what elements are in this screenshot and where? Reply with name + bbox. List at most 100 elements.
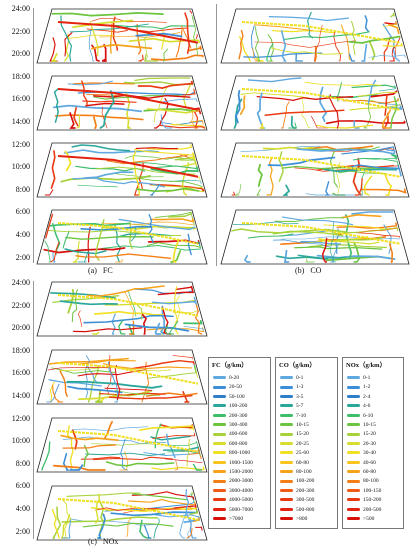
road-segment: [300, 240, 342, 245]
road-segment: [257, 163, 263, 187]
panel-fc: 24:00 22:00 20:00 18:00 16:00 14:00 12:00 10:00…: [0, 0, 210, 275]
road-segment: [386, 149, 396, 152]
road-segment: [136, 304, 143, 320]
road-segment: [351, 20, 357, 56]
legend-label: 25-60: [296, 450, 309, 457]
road-segment: [158, 124, 206, 130]
road-segment: [145, 392, 198, 397]
road-segment: [325, 181, 330, 196]
road-segment: [44, 189, 54, 196]
road-segment: [45, 213, 54, 239]
road-segment: [137, 80, 194, 89]
road-segment: [90, 506, 197, 513]
time-tick: 18:00: [11, 71, 30, 81]
map-frame: [36, 281, 208, 337]
road-segment: [78, 360, 136, 365]
road-segment: [115, 232, 172, 238]
road-segment: [114, 364, 121, 400]
road-segment: [149, 217, 195, 223]
road-segment: [390, 37, 401, 62]
road-segment: [183, 319, 203, 325]
road-segment: [100, 245, 202, 251]
road-segment: [59, 367, 172, 372]
road-map: [36, 281, 208, 337]
road-segment: [82, 522, 174, 528]
road-segment: [50, 241, 60, 263]
arterial-road: [57, 21, 199, 44]
road-segment: [281, 101, 290, 129]
road-segment: [106, 355, 112, 394]
road-segment: [314, 24, 323, 62]
road-segment: [352, 158, 399, 166]
road-segment: [266, 43, 274, 62]
road-segment: [51, 367, 115, 374]
road-segment: [297, 254, 347, 259]
road-segment: [368, 40, 376, 61]
time-tick: 14:00: [11, 117, 30, 126]
time-tick: 22:00: [11, 300, 30, 310]
road-segment: [390, 96, 398, 129]
legend-swatch: [280, 413, 293, 417]
road-segment: [86, 28, 128, 33]
road-segment: [383, 224, 392, 255]
road-segment: [160, 114, 173, 129]
road-segment: [283, 31, 370, 40]
legend-swatch: [213, 376, 226, 380]
road-segment: [139, 425, 194, 431]
road-segment: [146, 108, 199, 114]
legend-label: 150-200: [363, 497, 382, 504]
road-segment: [164, 324, 175, 335]
road-segment: [264, 109, 345, 116]
road-segment: [63, 149, 160, 154]
road-segment: [50, 292, 117, 299]
legend-swatch: [280, 404, 293, 408]
road-segment: [77, 184, 118, 188]
legend-label: 20-30: [363, 440, 376, 447]
road-segment: [259, 123, 265, 129]
road-segment: [247, 233, 294, 239]
legend-swatch: [280, 489, 293, 493]
road-segment: [130, 226, 137, 242]
road-segment: [52, 295, 120, 304]
road-segment: [92, 331, 100, 335]
road-segment: [316, 254, 396, 260]
road-segment: [72, 327, 143, 333]
legend-entry: 100-150: [347, 487, 381, 496]
legend-label: >7000: [229, 516, 244, 522]
road-segment: [235, 89, 241, 124]
road-segment: [64, 150, 72, 172]
road-segment: [238, 29, 244, 60]
road-segment: [267, 156, 336, 167]
road-segment: [77, 250, 89, 263]
legend-label: 15-20: [363, 431, 376, 438]
road-segment: [85, 355, 90, 398]
legend-label: 20-50: [229, 384, 242, 391]
road-segment: [153, 518, 160, 539]
arterial-road: [57, 362, 199, 385]
road-segment: [77, 369, 147, 377]
legend-title: NOx（g/km）: [346, 362, 387, 369]
legend-swatch: [347, 498, 360, 502]
legend-label: 400-600: [229, 431, 248, 438]
road-segment: [66, 425, 74, 469]
legend-label: >800: [296, 516, 308, 522]
road-segment: [189, 119, 204, 125]
road-segment: [93, 310, 164, 316]
legend-entry: 6-10: [347, 412, 373, 421]
road-segment: [266, 157, 274, 196]
legend-swatch: [280, 385, 293, 389]
road-segment: [60, 15, 73, 62]
road-segment: [91, 17, 168, 23]
legend-label: 200-500: [363, 506, 382, 513]
road-segment: [358, 227, 398, 234]
arterial-road: [57, 155, 199, 178]
road-segment: [281, 216, 354, 226]
road-segment: [154, 211, 193, 219]
legend-entry: 800-1000: [213, 449, 250, 458]
road-segment: [381, 109, 392, 129]
road-segment: [187, 45, 203, 52]
road-segment: [270, 47, 343, 55]
road-segment: [82, 100, 137, 103]
legend-swatch: [347, 376, 360, 380]
road-segment: [88, 31, 95, 62]
